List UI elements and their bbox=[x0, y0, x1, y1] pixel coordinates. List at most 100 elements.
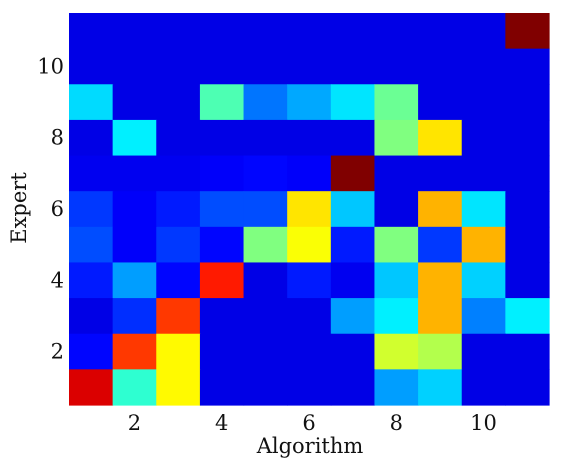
heatmap-cell bbox=[418, 119, 463, 157]
heatmap-cell bbox=[156, 84, 201, 121]
heatmap-cell bbox=[374, 226, 419, 264]
heatmap-cell bbox=[330, 191, 376, 228]
heatmap-cell bbox=[69, 155, 114, 192]
heatmap-cell bbox=[505, 84, 550, 121]
x-tick-label: 8 bbox=[390, 411, 403, 435]
heatmap-cell bbox=[69, 262, 114, 299]
heatmap-cell bbox=[418, 298, 463, 335]
heatmap-cell bbox=[287, 119, 332, 157]
heatmap-cell bbox=[418, 191, 463, 228]
heatmap-cell bbox=[330, 226, 376, 264]
heatmap-cell bbox=[243, 13, 288, 50]
heatmap-cell bbox=[418, 333, 463, 370]
heatmap-cells bbox=[69, 13, 550, 406]
heatmap-cell bbox=[69, 191, 114, 228]
heatmap-cell bbox=[330, 119, 376, 157]
heatmap-cell bbox=[112, 369, 157, 406]
heatmap-cell bbox=[505, 333, 550, 370]
heatmap-cell bbox=[287, 262, 332, 299]
heatmap-cell bbox=[374, 262, 419, 299]
heatmap-cell bbox=[418, 84, 463, 121]
heatmap-cell bbox=[243, 119, 288, 157]
heatmap-cell bbox=[112, 155, 157, 192]
heatmap-cell bbox=[69, 119, 114, 157]
y-tick-label: 4 bbox=[51, 268, 64, 292]
heatmap-cell bbox=[374, 84, 419, 121]
heatmap-cell bbox=[287, 48, 332, 85]
heatmap-cell bbox=[374, 191, 419, 228]
heatmap-cell bbox=[243, 369, 288, 406]
heatmap-cell bbox=[287, 369, 332, 406]
heatmap-cell bbox=[156, 13, 201, 50]
heatmap-cell bbox=[112, 298, 157, 335]
heatmap-cell bbox=[287, 155, 332, 192]
heatmap-cell bbox=[461, 155, 506, 192]
heatmap-cell bbox=[112, 119, 157, 157]
heatmap-cell bbox=[287, 333, 332, 370]
heatmap-cell bbox=[112, 191, 157, 228]
heatmap-cell bbox=[330, 84, 376, 121]
y-axis-ticks: 2 4 6 8 10 bbox=[37, 54, 64, 363]
x-tick-label: 4 bbox=[215, 411, 228, 435]
heatmap-cell bbox=[505, 191, 550, 228]
heatmap-cell bbox=[505, 155, 550, 192]
heatmap-cell bbox=[374, 298, 419, 335]
heatmap-cell bbox=[330, 333, 376, 370]
heatmap-cell bbox=[112, 262, 157, 299]
heatmap-cell bbox=[461, 48, 506, 85]
heatmap-cell bbox=[156, 155, 201, 192]
heatmap-cell bbox=[156, 191, 201, 228]
heatmap-cell bbox=[243, 48, 288, 85]
heatmap-cell bbox=[461, 298, 506, 335]
heatmap-cell bbox=[112, 13, 157, 50]
heatmap-cell bbox=[243, 84, 288, 121]
heatmap-cell bbox=[243, 226, 288, 264]
x-axis-ticks: 2 4 6 8 10 bbox=[128, 411, 497, 435]
heatmap-cell bbox=[156, 369, 201, 406]
heatmap-cell bbox=[287, 191, 332, 228]
heatmap-cell bbox=[461, 226, 506, 264]
heatmap-cell bbox=[69, 84, 114, 121]
heatmap-cell bbox=[199, 298, 245, 335]
heatmap-cell bbox=[69, 13, 114, 50]
heatmap-cell bbox=[69, 333, 114, 370]
x-tick-label: 10 bbox=[470, 411, 497, 435]
heatmap-cell bbox=[505, 262, 550, 299]
heatmap-cell bbox=[461, 84, 506, 121]
heatmap-cell bbox=[69, 369, 114, 406]
heatmap-cell bbox=[505, 298, 550, 335]
heatmap-cell bbox=[330, 262, 376, 299]
heatmap-cell bbox=[461, 262, 506, 299]
heatmap-cell bbox=[330, 48, 376, 85]
heatmap-cell bbox=[112, 226, 157, 264]
heatmap-cell bbox=[330, 298, 376, 335]
heatmap-cell bbox=[505, 369, 550, 406]
y-axis-label: Expert bbox=[7, 172, 31, 244]
heatmap-cell bbox=[374, 369, 419, 406]
heatmap-cell bbox=[69, 298, 114, 335]
heatmap-cell bbox=[374, 13, 419, 50]
heatmap-cell bbox=[461, 119, 506, 157]
heatmap-cell bbox=[418, 226, 463, 264]
heatmap-cell bbox=[69, 226, 114, 264]
heatmap-cell bbox=[287, 226, 332, 264]
heatmap-cell bbox=[156, 119, 201, 157]
heatmap-cell bbox=[287, 13, 332, 50]
heatmap-cell bbox=[505, 119, 550, 157]
heatmap-cell bbox=[461, 13, 506, 50]
heatmap-cell bbox=[374, 119, 419, 157]
heatmap-cell bbox=[199, 119, 245, 157]
heatmap-cell bbox=[243, 191, 288, 228]
heatmap-cell bbox=[330, 369, 376, 406]
heatmap-cell bbox=[418, 155, 463, 192]
heatmap-cell bbox=[199, 13, 245, 50]
heatmap-cell bbox=[505, 226, 550, 264]
heatmap-cell bbox=[505, 48, 550, 85]
heatmap-cell bbox=[505, 13, 550, 50]
heatmap-cell bbox=[330, 155, 376, 192]
heatmap-cell bbox=[112, 84, 157, 121]
x-tick-label: 6 bbox=[302, 411, 315, 435]
heatmap-cell bbox=[461, 191, 506, 228]
y-tick-label: 10 bbox=[37, 54, 64, 78]
